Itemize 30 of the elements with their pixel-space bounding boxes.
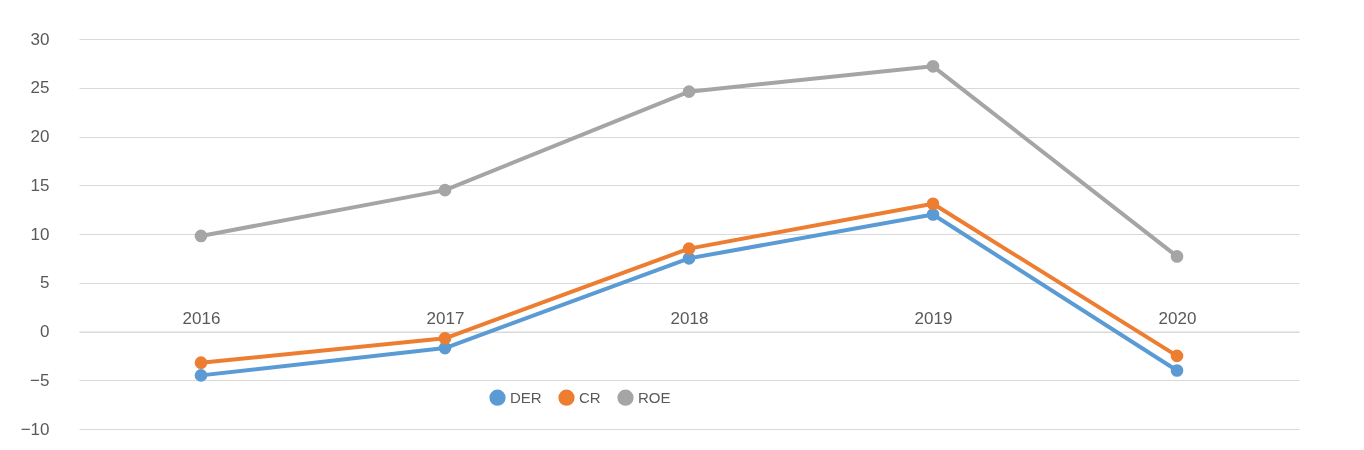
point xyxy=(1170,364,1184,377)
y-tick-label: −5 xyxy=(30,370,50,390)
y-tick-label: −10 xyxy=(20,419,50,439)
point xyxy=(926,197,940,211)
point xyxy=(926,208,940,221)
legend-label: ROE xyxy=(638,388,671,406)
point xyxy=(1170,349,1184,363)
point xyxy=(926,59,940,73)
point xyxy=(438,183,452,197)
point xyxy=(194,229,208,243)
point xyxy=(194,369,208,382)
y-tick-label: 0 xyxy=(40,322,50,341)
x-tick-label: 2018 xyxy=(670,309,709,328)
y-tick-label: 15 xyxy=(30,175,50,195)
point xyxy=(682,242,696,255)
y-tick-label: 25 xyxy=(30,78,50,98)
y-tick-label: 20 xyxy=(30,127,50,146)
point xyxy=(1170,250,1184,263)
x-tick-label: 2017 xyxy=(426,309,465,328)
point xyxy=(682,85,696,98)
x-tick-label: 2016 xyxy=(182,309,221,328)
x-tick-label: 2019 xyxy=(914,309,953,328)
y-tick-label: 10 xyxy=(30,224,50,244)
point xyxy=(194,356,208,370)
x-tick-label: 2020 xyxy=(1158,309,1197,328)
legend-label: DER xyxy=(510,388,542,406)
legend-label: CR xyxy=(579,388,601,406)
y-tick-label: 30 xyxy=(30,29,50,49)
point xyxy=(438,332,452,345)
y-tick-label: 5 xyxy=(40,273,50,293)
